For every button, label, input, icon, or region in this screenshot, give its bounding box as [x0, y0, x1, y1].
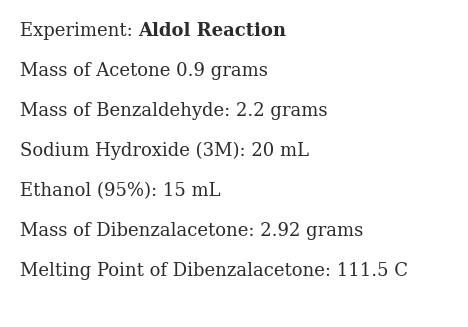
Text: Mass of Dibenzalacetone: 2.92 grams: Mass of Dibenzalacetone: 2.92 grams	[20, 222, 363, 240]
Text: Mass of Benzaldehyde: 2.2 grams: Mass of Benzaldehyde: 2.2 grams	[20, 102, 328, 120]
Text: Experiment:: Experiment:	[20, 22, 139, 40]
Text: Melting Point of Dibenzalacetone: 111.5 C: Melting Point of Dibenzalacetone: 111.5 …	[20, 262, 408, 280]
Text: Mass of Acetone 0.9 grams: Mass of Acetone 0.9 grams	[20, 62, 268, 80]
Text: Aldol Reaction: Aldol Reaction	[139, 22, 286, 40]
Text: Sodium Hydroxide (3M): 20 mL: Sodium Hydroxide (3M): 20 mL	[20, 142, 309, 160]
Text: Ethanol (95%): 15 mL: Ethanol (95%): 15 mL	[20, 182, 220, 200]
